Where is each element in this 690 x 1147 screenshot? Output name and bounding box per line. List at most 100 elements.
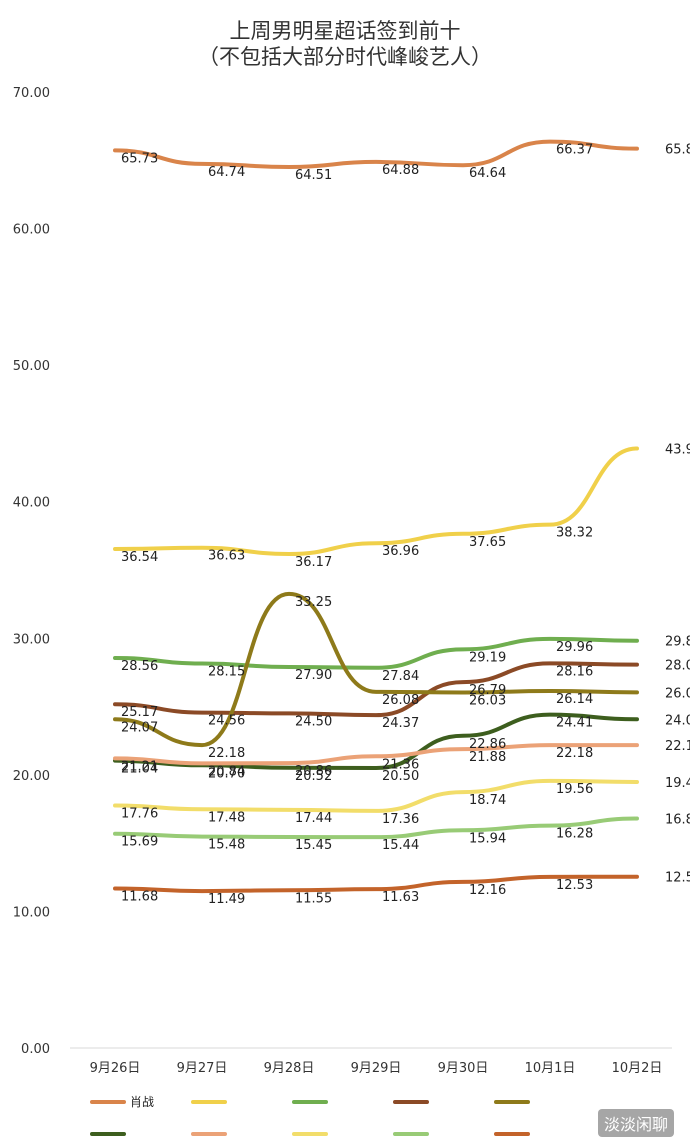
data-label: 11.68	[121, 889, 158, 904]
data-label: 12.16	[469, 883, 506, 898]
data-label: 16.80	[665, 813, 690, 828]
y-tick-label: 20.00	[13, 769, 50, 784]
x-tick-label: 10月2日	[612, 1061, 663, 1076]
data-label: 64.51	[295, 168, 332, 183]
data-label: 16.28	[556, 827, 593, 842]
x-tick-label: 9月27日	[177, 1061, 228, 1076]
data-label: 64.74	[208, 165, 245, 180]
x-tick-label: 9月29日	[351, 1061, 402, 1076]
data-label: 24.41	[556, 716, 593, 731]
data-label: 20.70	[208, 766, 245, 781]
data-label: 18.74	[469, 793, 506, 808]
data-label: 22.18	[208, 746, 245, 761]
data-label: 65.85	[665, 143, 690, 158]
data-label: 21.88	[469, 750, 506, 765]
data-label: 28.16	[556, 664, 593, 679]
x-axis: 9月26日 9月27日 9月28日 9月29日 9月30日 10月1日 10月2日	[70, 1047, 672, 1076]
data-label: 36.54	[121, 550, 158, 565]
data-label: 15.44	[382, 838, 419, 853]
y-tick-label: 40.00	[13, 496, 50, 511]
y-tick-label: 50.00	[13, 359, 50, 374]
y-axis: 0.00 10.00 20.00 30.00 40.00 50.00 60.00 70.00	[13, 86, 50, 1057]
data-label: 20.86	[295, 764, 332, 779]
data-label: 11.63	[382, 890, 419, 905]
y-tick-label: 70.00	[13, 86, 50, 101]
data-label: 24.37	[382, 716, 419, 731]
series-line	[113, 874, 639, 894]
series-line	[113, 636, 639, 670]
chart-title: 上周男明星超话签到前十	[230, 19, 461, 43]
data-label: 24.07	[665, 713, 690, 728]
data-label: 38.32	[556, 526, 593, 541]
data-label: 24.07	[121, 720, 158, 735]
data-label: 65.73	[121, 151, 158, 166]
data-label: 64.64	[469, 166, 506, 181]
data-label: 20.84	[208, 764, 245, 779]
data-label: 28.15	[208, 665, 245, 680]
y-tick-label: 0.00	[21, 1042, 50, 1057]
series-lines	[113, 139, 639, 894]
data-label: 33.25	[295, 595, 332, 610]
data-label: 12.53	[556, 878, 593, 893]
series-line	[113, 661, 639, 718]
series-line	[113, 446, 639, 557]
data-label: 66.37	[556, 143, 593, 158]
data-label: 36.96	[382, 544, 419, 559]
data-label: 20.50	[382, 769, 419, 784]
data-label: 17.44	[295, 811, 332, 826]
data-label: 19.48	[665, 776, 690, 791]
data-label: 36.63	[208, 549, 245, 564]
data-label: 43.90	[665, 442, 690, 457]
data-label: 17.76	[121, 806, 158, 821]
data-label: 26.08	[382, 693, 419, 708]
x-tick-label: 9月30日	[438, 1061, 489, 1076]
data-label: 20.52	[295, 769, 332, 784]
data-label: 24.56	[208, 714, 245, 729]
data-label: 21.36	[382, 757, 419, 772]
data-label: 11.49	[208, 892, 245, 907]
series-line	[113, 139, 639, 169]
data-label: 27.90	[295, 668, 332, 683]
data-label: 22.86	[469, 737, 506, 752]
x-tick-label: 10月1日	[525, 1061, 576, 1076]
data-label: 26.14	[556, 692, 593, 707]
series-line	[113, 778, 639, 813]
data-label: 29.96	[556, 640, 593, 655]
data-label: 17.48	[208, 810, 245, 825]
data-label: 24.50	[295, 714, 332, 729]
series-line	[113, 591, 639, 748]
data-label: 27.84	[382, 669, 419, 684]
data-label: 22.18	[556, 746, 593, 761]
watermark: 淡淡闲聊	[597, 1109, 674, 1137]
data-label: 29.19	[469, 650, 506, 665]
data-label: 19.56	[556, 782, 593, 797]
data-label: 21.21	[121, 759, 158, 774]
data-label: 15.48	[208, 838, 245, 853]
legend: 肖战	[90, 1095, 530, 1136]
data-label: 15.94	[469, 831, 506, 846]
data-label: 25.17	[121, 705, 158, 720]
data-label: 22.18	[665, 739, 690, 754]
data-labels: 65.73 64.74 64.51 64.88 64.64 66.37 65.85 36.54…	[121, 143, 690, 908]
data-label: 17.36	[382, 812, 419, 827]
chart-subtitle: （不包括大部分时代峰峻艺人）	[198, 45, 492, 69]
series-line	[113, 816, 639, 840]
data-label: 26.79	[469, 683, 506, 698]
data-label: 15.69	[121, 835, 158, 850]
data-label: 21.04	[121, 762, 158, 777]
x-tick-label: 9月28日	[264, 1061, 315, 1076]
data-label: 36.17	[295, 555, 332, 570]
data-label: 12.54	[665, 871, 690, 886]
legend-label: 肖战	[130, 1095, 154, 1109]
y-tick-label: 10.00	[13, 905, 50, 920]
data-label: 26.03	[469, 694, 506, 709]
x-tick-label: 9月26日	[90, 1061, 141, 1076]
data-label: 15.45	[295, 838, 332, 853]
data-label: 28.07	[665, 659, 690, 674]
data-label: 64.88	[382, 163, 419, 178]
y-tick-label: 60.00	[13, 223, 50, 238]
series-line	[113, 743, 639, 766]
data-label: 26.04	[665, 686, 690, 701]
y-tick-label: 30.00	[13, 632, 50, 647]
